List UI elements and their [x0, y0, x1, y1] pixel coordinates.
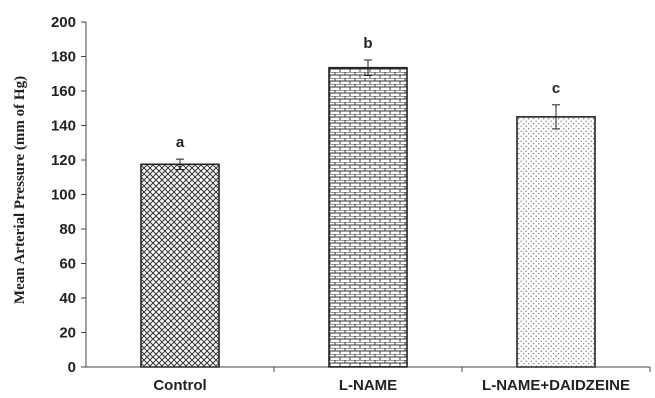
- bar-l-name: [328, 66, 408, 368]
- bar-l-name-daidzeine: [516, 116, 596, 368]
- x-category-label-l-name-daidzeine: L-NAME+DAIDZEINE: [482, 377, 630, 394]
- x-category-label-l-name: L-NAME: [339, 377, 397, 394]
- y-tick-label-100: 100: [51, 187, 76, 204]
- significance-label-l-name-daidzeine: c: [552, 80, 560, 97]
- y-tick-label-60: 60: [59, 256, 76, 273]
- y-axis: 0 20 40 60 80 100 120 140 160 180 200: [51, 14, 87, 376]
- y-tick-label-180: 180: [51, 49, 76, 66]
- y-tick-label-40: 40: [59, 290, 76, 307]
- y-tick-label-0: 0: [68, 359, 76, 376]
- y-tick-label-200: 200: [51, 14, 76, 31]
- y-tick-label-80: 80: [59, 221, 76, 238]
- y-tick-label-140: 140: [51, 118, 76, 135]
- y-tick-label-20: 20: [59, 325, 76, 342]
- bars: a b c: [140, 35, 596, 368]
- y-axis-title: Mean Arterial Pressure (mm of Hg): [12, 76, 28, 304]
- y-tick-label-120: 120: [51, 152, 76, 169]
- significance-label-l-name: b: [363, 35, 372, 52]
- significance-label-control: a: [176, 134, 185, 151]
- x-axis: Control L-NAME L-NAME+DAIDZEINE: [86, 366, 651, 394]
- bar-control: [140, 163, 220, 368]
- x-category-label-control: Control: [153, 377, 206, 394]
- y-tick-label-160: 160: [51, 83, 76, 100]
